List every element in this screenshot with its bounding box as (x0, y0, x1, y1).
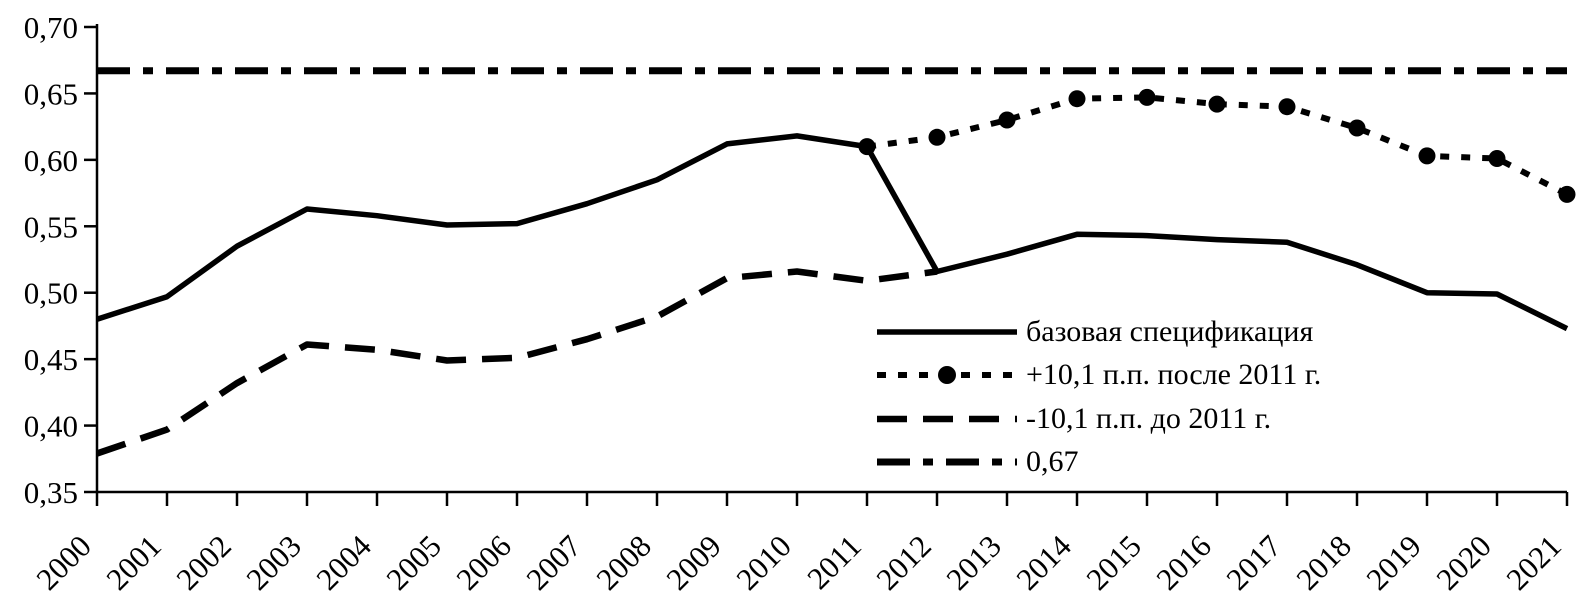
y-tick-label: 0,70 (24, 10, 78, 45)
legend: базовая спецификация +10,1 п.п. после 20… (874, 310, 1321, 484)
y-tick-label: 0,40 (24, 409, 78, 444)
x-tick-label: 2001 (99, 528, 168, 597)
x-tick-label: 2020 (1429, 528, 1498, 597)
data-point-marker-plus-10-1-pp-after-2011 (1208, 95, 1226, 113)
legend-label-base-specification: базовая спецификация (1026, 314, 1314, 348)
legend-label-plus-10-1-after-2011: +10,1 п.п. после 2011 г. (1026, 358, 1322, 392)
y-tick-label: 0,45 (24, 342, 78, 377)
data-point-marker-plus-10-1-pp-after-2011 (1138, 88, 1156, 106)
data-point-marker-plus-10-1-pp-after-2011 (1278, 98, 1296, 116)
y-tick-label: 0,50 (24, 276, 78, 311)
x-tick-label: 2011 (800, 528, 868, 596)
legend-swatch-solid-line (877, 329, 1017, 335)
x-tick-label: 2009 (659, 528, 728, 597)
legend-swatch-dash-dot-line (877, 458, 1017, 466)
data-point-marker-plus-10-1-pp-after-2011 (1348, 119, 1366, 137)
data-point-marker-plus-10-1-pp-after-2011 (928, 128, 946, 146)
legend-swatch-dotted-line (877, 366, 1017, 385)
y-tick-label: 0,35 (24, 475, 78, 510)
data-point-marker-plus-10-1-pp-after-2011 (1558, 185, 1576, 203)
data-point-marker-plus-10-1-pp-after-2011 (998, 111, 1016, 129)
x-tick-label: 2019 (1359, 528, 1428, 597)
legend-swatch-dashed-line (877, 415, 1017, 422)
x-tick-label: 2010 (729, 528, 798, 597)
x-tick-label: 2013 (939, 528, 1008, 597)
x-tick-label: 2007 (519, 528, 588, 597)
legend-item-constant-0-67: 0,67 (874, 441, 1321, 485)
legend-label-constant-0-67: 0,67 (1026, 445, 1079, 479)
x-tick-label: 2012 (869, 528, 938, 597)
circle-marker-icon (938, 366, 956, 385)
x-tick-label: 2002 (169, 528, 238, 597)
series-line-minus-10-1-pp-before-2011 (95, 268, 938, 457)
x-tick-label: 2014 (1009, 528, 1078, 597)
x-tick-label: 2003 (239, 528, 308, 597)
x-tick-label: 2004 (309, 528, 378, 597)
y-tick-label: 0,65 (24, 76, 78, 111)
data-point-marker-plus-10-1-pp-after-2011 (858, 138, 876, 156)
legend-item-plus-10-1-after-2011: +10,1 п.п. после 2011 г. (874, 354, 1321, 398)
series-line-base-specification (96, 133, 1569, 332)
data-point-marker-plus-10-1-pp-after-2011 (1068, 90, 1086, 108)
x-tick-label: 2015 (1079, 528, 1148, 597)
axis-tick-labels: 0,70 0,65 0,60 0,55 0,50 0,45 0,40 0,35 2000 2001… (24, 10, 1568, 597)
series-lines (95, 67, 1576, 457)
x-tick-label: 2016 (1149, 528, 1218, 597)
x-tick-label: 2006 (449, 528, 518, 597)
x-tick-label: 2017 (1219, 528, 1288, 597)
data-point-marker-plus-10-1-pp-after-2011 (1418, 147, 1436, 165)
x-tick-label: 2005 (379, 528, 448, 597)
x-tick-label: 2018 (1289, 528, 1358, 597)
legend-label-minus-10-1-before-2011: -10,1 п.п. до 2011 г. (1026, 401, 1272, 435)
x-tick-label: 2008 (589, 528, 658, 597)
x-tick-label: 2021 (1499, 528, 1568, 597)
legend-item-minus-10-1-before-2011: -10,1 п.п. до 2011 г. (874, 397, 1321, 441)
data-point-marker-plus-10-1-pp-after-2011 (1488, 150, 1506, 167)
legend-item-base-specification: базовая спецификация (874, 310, 1321, 354)
y-tick-label: 0,60 (24, 143, 78, 178)
x-tick-label: 2000 (29, 528, 98, 597)
axes (84, 24, 1569, 506)
y-tick-label: 0,55 (24, 209, 78, 244)
